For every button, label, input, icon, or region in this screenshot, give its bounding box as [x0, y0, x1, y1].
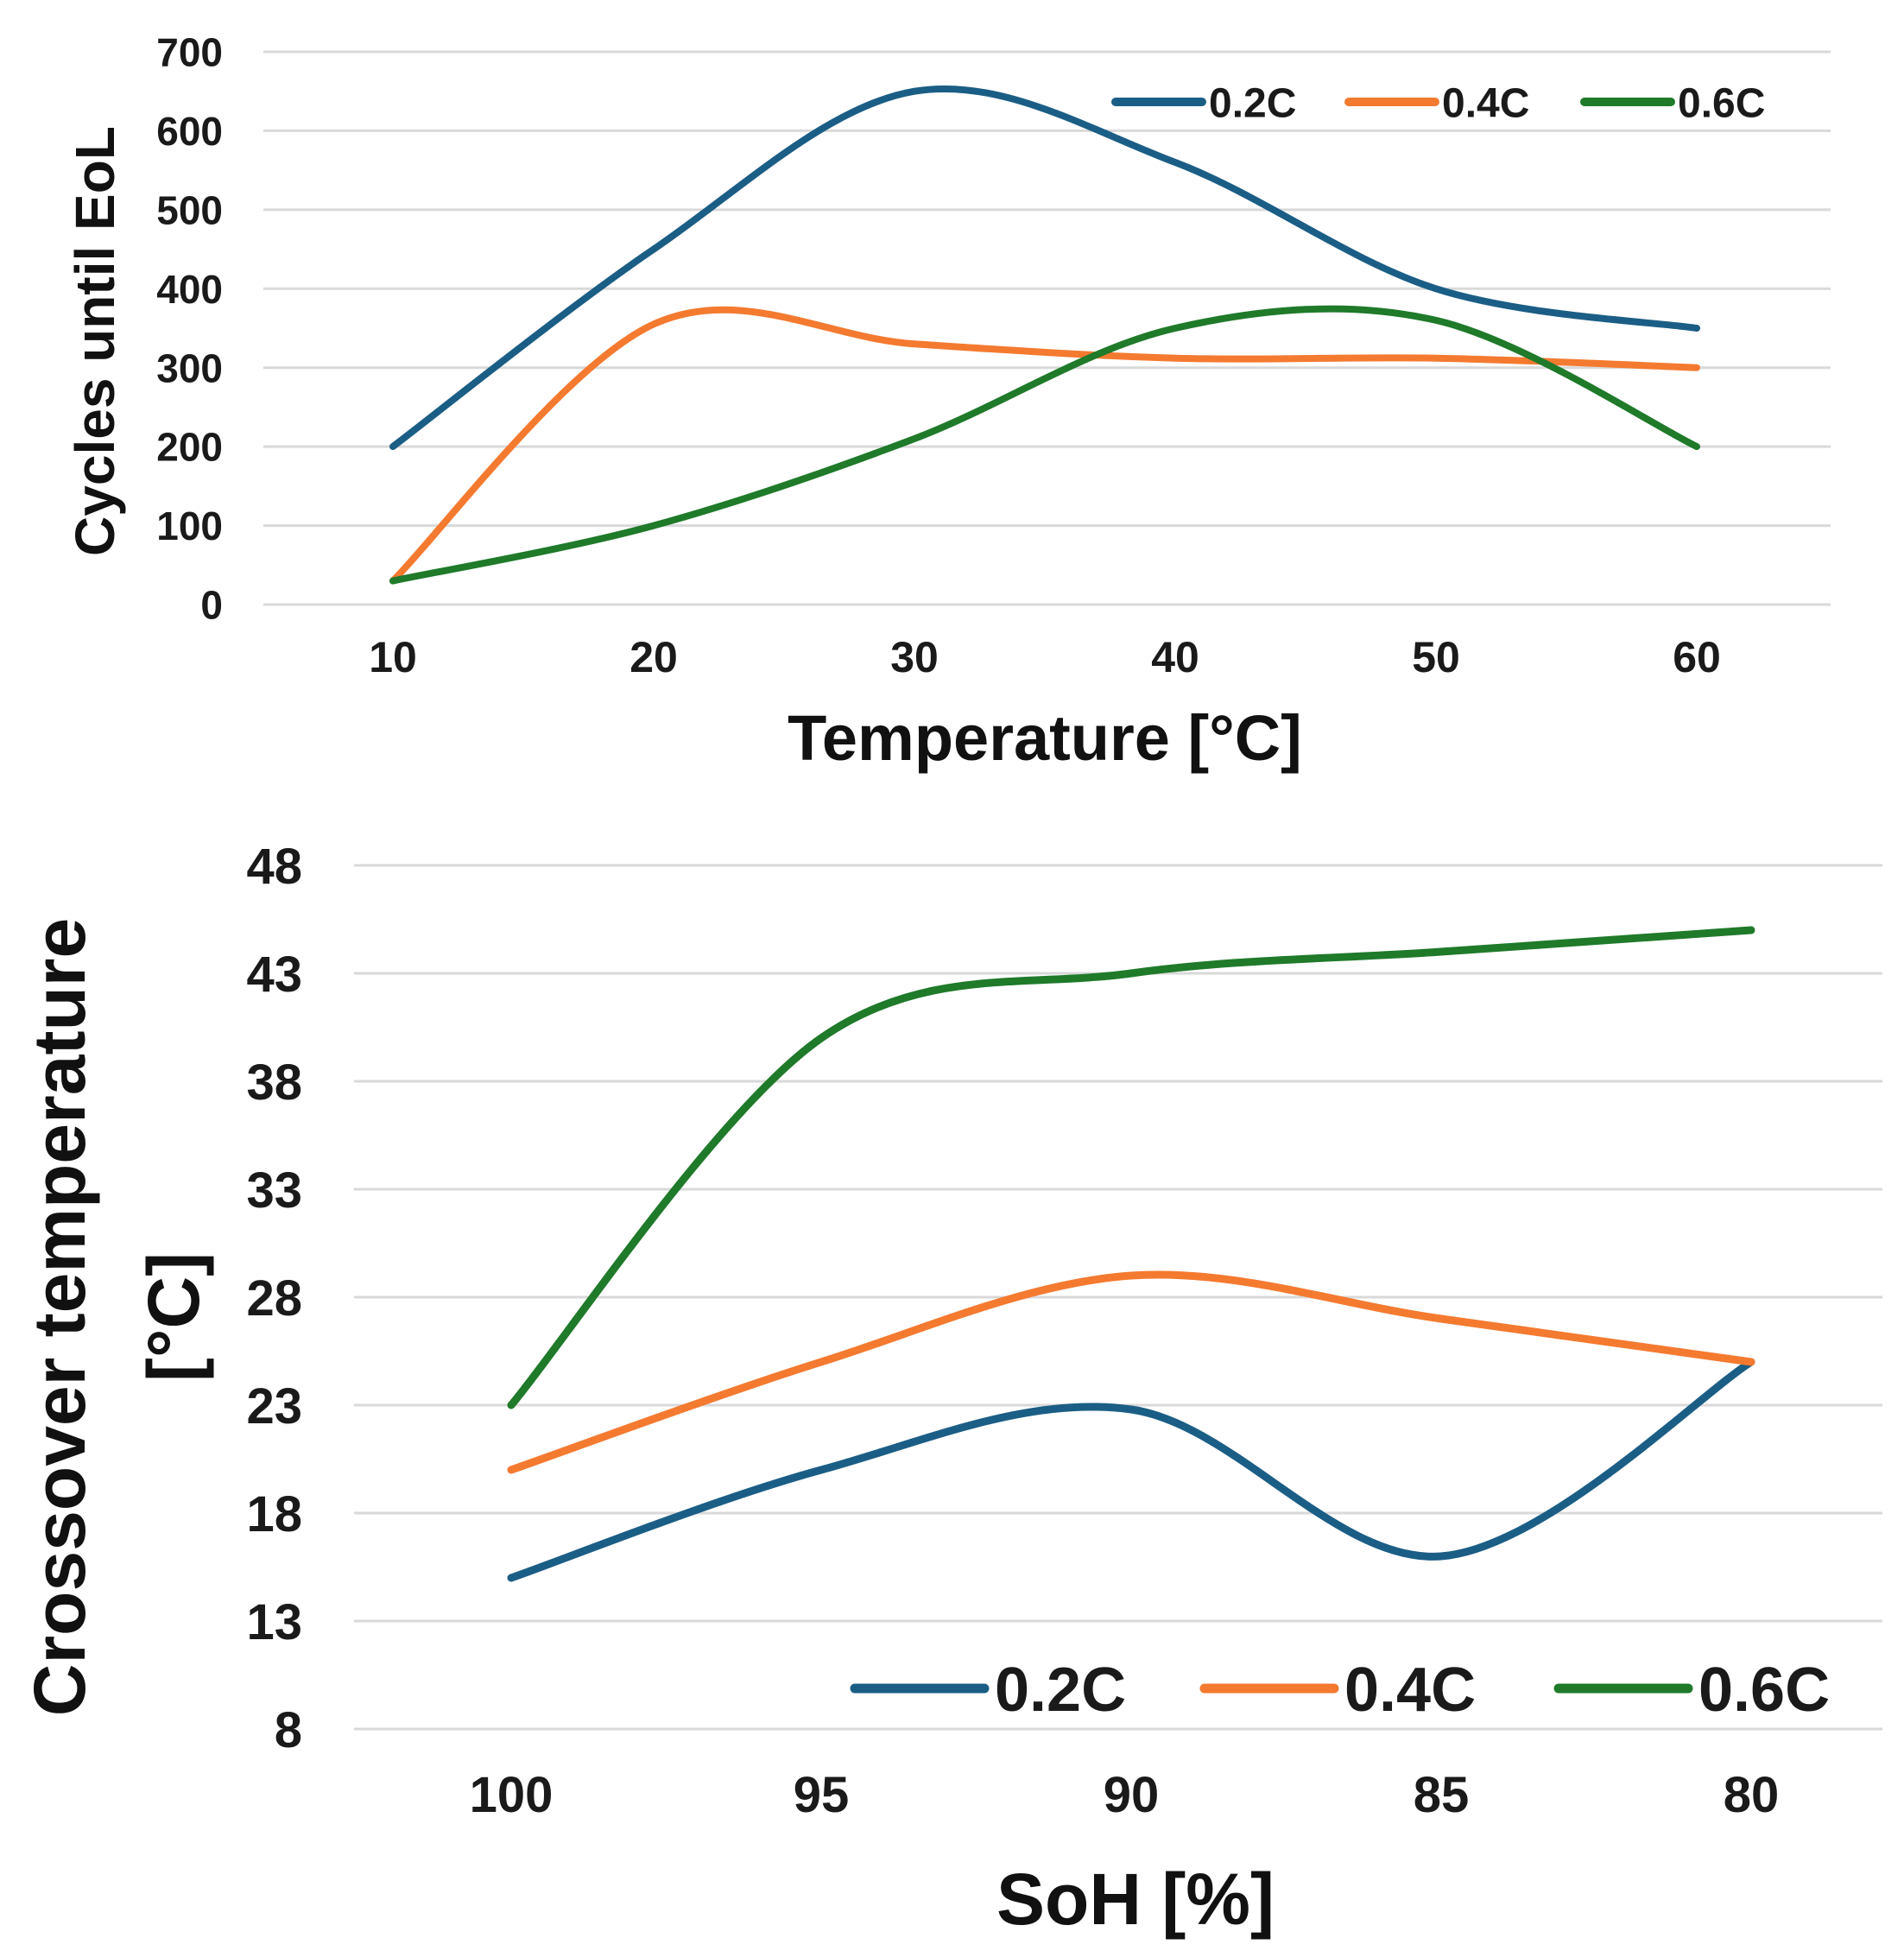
data-point-0.6C-50 — [1433, 318, 1439, 323]
data-point-0.6C-95 — [819, 1036, 824, 1041]
y-tick-label: 0 — [200, 583, 223, 628]
crossover-chart: 8 13 18 23 28 33 38 43 48 100 95 90 85 80 SoH [%] Cr… — [19, 839, 1882, 1940]
legend-label-0.2C: 0.2C — [1209, 80, 1296, 126]
data-point-0.4C-60 — [1694, 365, 1699, 370]
x-tick-label: 10 — [369, 633, 417, 681]
data-point-0.4C-20 — [651, 321, 656, 326]
y-tick-label: 13 — [246, 1594, 302, 1650]
data-point-0.2C-95 — [819, 1467, 824, 1472]
data-point-0.6C-20 — [651, 523, 656, 529]
data-point-0.6C-60 — [1694, 444, 1699, 449]
data-point-0.6C-90 — [1129, 971, 1134, 976]
data-point-0.6C-80 — [1749, 928, 1754, 933]
data-point-0.2C-60 — [1694, 326, 1699, 331]
x-tick-label: 30 — [890, 633, 939, 681]
series-line-0.2C — [389, 85, 1700, 451]
series-line-0.4C — [507, 1270, 1755, 1474]
data-point-0.6C-40 — [1173, 326, 1178, 331]
x-axis-title: SoH [%] — [996, 1859, 1275, 1940]
data-point-0.2C-50 — [1433, 286, 1439, 291]
data-point-0.2C-30 — [912, 89, 917, 94]
y-tick-label: 400 — [156, 267, 223, 312]
x-tick-label: 85 — [1414, 1767, 1470, 1823]
data-point-0.4C-90 — [1129, 1273, 1134, 1278]
y-tick-label: 23 — [246, 1378, 302, 1434]
data-point-0.4C-100 — [509, 1467, 514, 1472]
series-line-0.6C — [389, 305, 1700, 585]
series-line-0.2C — [507, 1358, 1755, 1582]
y-tick-label: 500 — [156, 187, 223, 232]
y-tick-label: 33 — [246, 1162, 302, 1219]
data-point-0.2C-100 — [509, 1575, 514, 1580]
data-point-0.6C-10 — [390, 579, 395, 584]
legend-label-0.6C: 0.6C — [1678, 80, 1765, 126]
data-point-0.4C-85 — [1439, 1316, 1444, 1321]
y-tick-label: 48 — [246, 839, 302, 895]
y-tick-label: 8 — [275, 1702, 302, 1758]
data-point-0.4C-40 — [1173, 356, 1178, 361]
legend: 0.2C 0.4C 0.6C — [1111, 80, 1765, 126]
data-point-0.2C-90 — [1129, 1407, 1134, 1412]
data-point-0.2C-10 — [390, 444, 395, 449]
x-axis-title: Temperature [°C] — [788, 702, 1302, 774]
data-point-0.6C-85 — [1439, 949, 1444, 954]
data-point-0.2C-20 — [651, 247, 656, 252]
data-point-0.4C-50 — [1433, 356, 1439, 361]
x-tick-label: 90 — [1104, 1767, 1160, 1823]
x-tick-label: 95 — [794, 1767, 850, 1823]
y-tick-label: 300 — [156, 345, 223, 390]
y-tick-label: 28 — [246, 1270, 302, 1327]
series-line-0.6C — [507, 926, 1755, 1409]
series-line-0.4C — [389, 306, 1700, 585]
y-tick-label: 200 — [156, 425, 223, 470]
y-tick-label: 700 — [156, 30, 223, 75]
x-tick-label: 100 — [470, 1767, 553, 1823]
legend-label-0.6C: 0.6C — [1698, 1656, 1830, 1725]
x-tick-label: 50 — [1412, 633, 1460, 681]
data-point-0.6C-30 — [912, 436, 917, 441]
y-tick-label: 38 — [246, 1054, 302, 1111]
x-tick-label: 20 — [629, 633, 678, 681]
data-point-0.4C-95 — [819, 1359, 824, 1365]
data-point-0.4C-80 — [1749, 1359, 1754, 1365]
legend-label-0.4C: 0.4C — [1344, 1656, 1476, 1725]
data-point-0.6C-100 — [509, 1403, 514, 1408]
legend: 0.2C 0.4C 0.6C — [850, 1656, 1830, 1725]
y-tick-label: 600 — [156, 109, 223, 154]
y-tick-label: 18 — [246, 1486, 302, 1542]
data-point-0.2C-85 — [1439, 1554, 1444, 1559]
x-tick-label: 80 — [1724, 1767, 1780, 1823]
cycles-chart: 0 100 200 300 400 500 600 700 10 20 30 40 50 60 Temp… — [64, 30, 1831, 774]
x-tick-label: 40 — [1151, 633, 1199, 681]
legend-label-0.2C: 0.2C — [995, 1656, 1126, 1725]
y-axis-title-line1: Crossover temperature — [19, 918, 100, 1716]
y-axis-title-line2: [°C] — [133, 1252, 214, 1382]
y-tick-label: 100 — [156, 504, 223, 548]
y-tick-label: 43 — [246, 947, 302, 1003]
legend-label-0.4C: 0.4C — [1442, 80, 1529, 126]
data-point-0.2C-40 — [1173, 160, 1178, 165]
data-point-0.4C-30 — [912, 341, 917, 346]
x-tick-label: 60 — [1673, 633, 1721, 681]
y-axis-title: Cycles until EoL — [64, 126, 126, 556]
